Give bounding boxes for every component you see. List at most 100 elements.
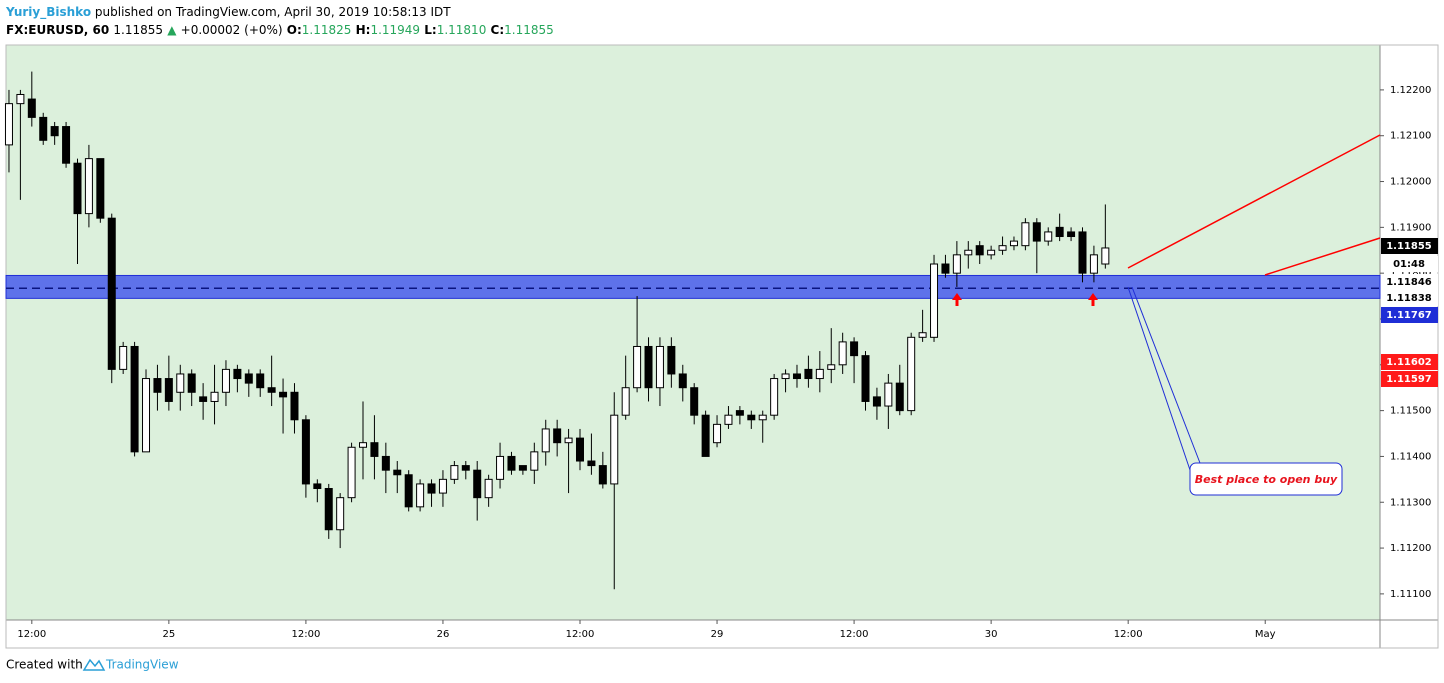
- candle-body: [895, 382, 904, 412]
- price-label: 1.11602: [1386, 357, 1432, 368]
- candle-body: [1078, 231, 1087, 274]
- candle-body: [575, 437, 584, 462]
- candle-body: [610, 414, 619, 485]
- candle-body: [518, 465, 527, 471]
- candle-body: [256, 373, 265, 389]
- header-line-2: FX:EURUSD, 60 1.11855 ▲ +0.00002 (+0%) O…: [6, 23, 554, 37]
- candle-body: [119, 345, 128, 370]
- candle-body: [336, 497, 345, 531]
- ohlc-key: O:: [287, 23, 302, 37]
- candle-body: [872, 396, 881, 407]
- candle-body: [564, 437, 573, 444]
- candle-body: [244, 373, 253, 384]
- x-tick-label: 25: [162, 629, 175, 640]
- candle-body: [998, 245, 1007, 251]
- change-arrow: ▲: [167, 23, 177, 37]
- ohlc-value: 1.11949: [370, 23, 420, 37]
- candle-body: [1009, 240, 1018, 247]
- ohlc-value: 1.11810: [437, 23, 487, 37]
- candle-body: [747, 414, 756, 421]
- callout-box: [1189, 462, 1343, 496]
- y-tick-label: 1.12100: [1390, 131, 1431, 142]
- candle-body: [473, 469, 482, 499]
- price-label-bg: [1381, 256, 1438, 272]
- candle-body: [1021, 222, 1030, 247]
- candle-body: [598, 465, 607, 485]
- x-tick-label: 12:00: [1114, 629, 1143, 640]
- candle-body: [530, 451, 539, 471]
- candle-body: [644, 345, 653, 389]
- candle-body: [84, 158, 93, 215]
- candle-body: [370, 442, 379, 457]
- candle-body: [62, 126, 71, 164]
- candle-body: [1101, 247, 1110, 265]
- published: published on TradingView.com, April 30, …: [95, 5, 451, 19]
- candle-body: [587, 460, 596, 467]
- ohlc-value: 1.11825: [302, 23, 352, 37]
- ohlc-key: H:: [356, 23, 371, 37]
- last-price: 1.11855: [113, 23, 163, 37]
- candle-body: [667, 345, 676, 375]
- candle-body: [1032, 222, 1041, 242]
- symbol: FX:EURUSD, 60: [6, 23, 109, 37]
- candle-body: [884, 382, 893, 407]
- candle-body: [861, 355, 870, 402]
- ohlc-value: 1.11855: [504, 23, 554, 37]
- candle-body: [142, 378, 151, 453]
- plot-background: [6, 45, 1380, 620]
- candle-body: [267, 387, 276, 393]
- candle-body: [39, 116, 48, 141]
- candle-body: [164, 378, 173, 402]
- x-tick-label: May: [1255, 629, 1276, 640]
- candle-body: [758, 414, 767, 421]
- y-tick-label: 1.12000: [1390, 177, 1431, 188]
- candle-body: [678, 373, 687, 389]
- candle-body: [964, 249, 973, 256]
- author: Yuriy_Bishko: [5, 5, 91, 20]
- candle-body: [1044, 231, 1053, 242]
- x-tick-label: 29: [711, 629, 724, 640]
- candle-body: [210, 391, 219, 402]
- candle-body: [438, 478, 447, 494]
- candle-body: [199, 396, 208, 402]
- candle-body: [461, 465, 470, 471]
- arrow-up: [1088, 293, 1098, 306]
- candle-body: [324, 488, 333, 531]
- candle-body: [735, 410, 744, 416]
- candle-body: [404, 474, 413, 508]
- x-tick-label: 12:00: [291, 629, 320, 640]
- candle-body: [313, 483, 322, 490]
- change: +0.00002 (+0%): [181, 23, 283, 37]
- ohlc-key: C:: [491, 23, 505, 37]
- arrow-up: [952, 293, 962, 306]
- price-label: 1.11855: [1386, 241, 1432, 252]
- price-label: 1.11767: [1386, 310, 1432, 321]
- x-tick-label: 12:00: [566, 629, 595, 640]
- candle-body: [16, 93, 25, 105]
- candle-body: [804, 368, 813, 380]
- candle-body: [153, 378, 162, 393]
- x-tick-label: 12:00: [17, 629, 46, 640]
- footer-text: Created with: [6, 658, 83, 672]
- candle-body: [815, 368, 824, 380]
- candle-body: [838, 341, 847, 366]
- y-tick-label: 1.11400: [1390, 451, 1431, 462]
- price-label: 01:48: [1393, 259, 1425, 270]
- candle-body: [50, 126, 59, 137]
- x-tick-label: 12:00: [840, 629, 869, 640]
- candle-body: [393, 469, 402, 476]
- trend-line: [1264, 237, 1381, 276]
- candle-body: [96, 158, 105, 219]
- candle-body: [416, 483, 425, 508]
- y-tick-label: 1.11300: [1390, 497, 1431, 508]
- candle-body: [1089, 254, 1098, 274]
- price-scale: [1380, 45, 1438, 620]
- candle-body: [73, 162, 82, 215]
- callout-text: Best place to open buy: [1195, 473, 1338, 486]
- drawings: Best place to open buy: [952, 134, 1381, 496]
- candle-body: [359, 442, 368, 448]
- candle-body: [941, 263, 950, 274]
- callout-line: [1131, 286, 1201, 464]
- candle-body: [621, 387, 630, 416]
